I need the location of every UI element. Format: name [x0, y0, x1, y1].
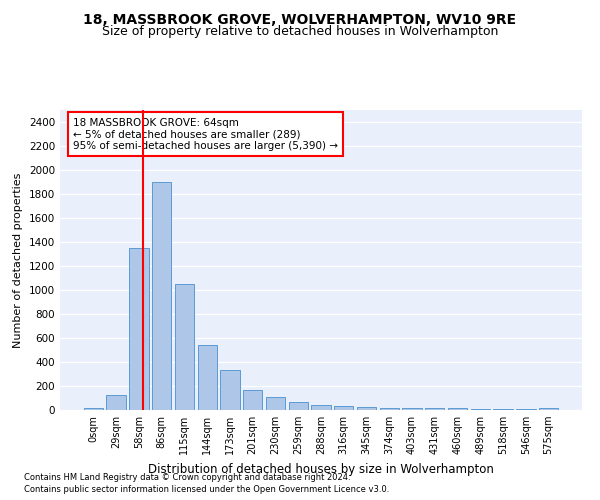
- Bar: [380, 408, 399, 410]
- Bar: [175, 284, 194, 410]
- Y-axis label: Number of detached properties: Number of detached properties: [13, 172, 23, 348]
- X-axis label: Distribution of detached houses by size in Wolverhampton: Distribution of detached houses by size …: [148, 462, 494, 475]
- Text: Size of property relative to detached houses in Wolverhampton: Size of property relative to detached ho…: [102, 25, 498, 38]
- Bar: [220, 370, 239, 410]
- Bar: [152, 182, 172, 410]
- Bar: [357, 407, 376, 410]
- Bar: [243, 390, 262, 410]
- Bar: [84, 408, 103, 410]
- Text: 18 MASSBROOK GROVE: 64sqm
← 5% of detached houses are smaller (289)
95% of semi-: 18 MASSBROOK GROVE: 64sqm ← 5% of detach…: [73, 118, 338, 150]
- Bar: [266, 397, 285, 410]
- Bar: [289, 402, 308, 410]
- Bar: [425, 408, 445, 410]
- Bar: [334, 406, 353, 410]
- Text: Contains public sector information licensed under the Open Government Licence v3: Contains public sector information licen…: [24, 485, 389, 494]
- Bar: [197, 344, 217, 410]
- Text: 18, MASSBROOK GROVE, WOLVERHAMPTON, WV10 9RE: 18, MASSBROOK GROVE, WOLVERHAMPTON, WV10…: [83, 12, 517, 26]
- Bar: [448, 408, 467, 410]
- Bar: [403, 408, 422, 410]
- Bar: [129, 248, 149, 410]
- Text: Contains HM Land Registry data © Crown copyright and database right 2024.: Contains HM Land Registry data © Crown c…: [24, 472, 350, 482]
- Bar: [539, 408, 558, 410]
- Bar: [311, 405, 331, 410]
- Bar: [106, 395, 126, 410]
